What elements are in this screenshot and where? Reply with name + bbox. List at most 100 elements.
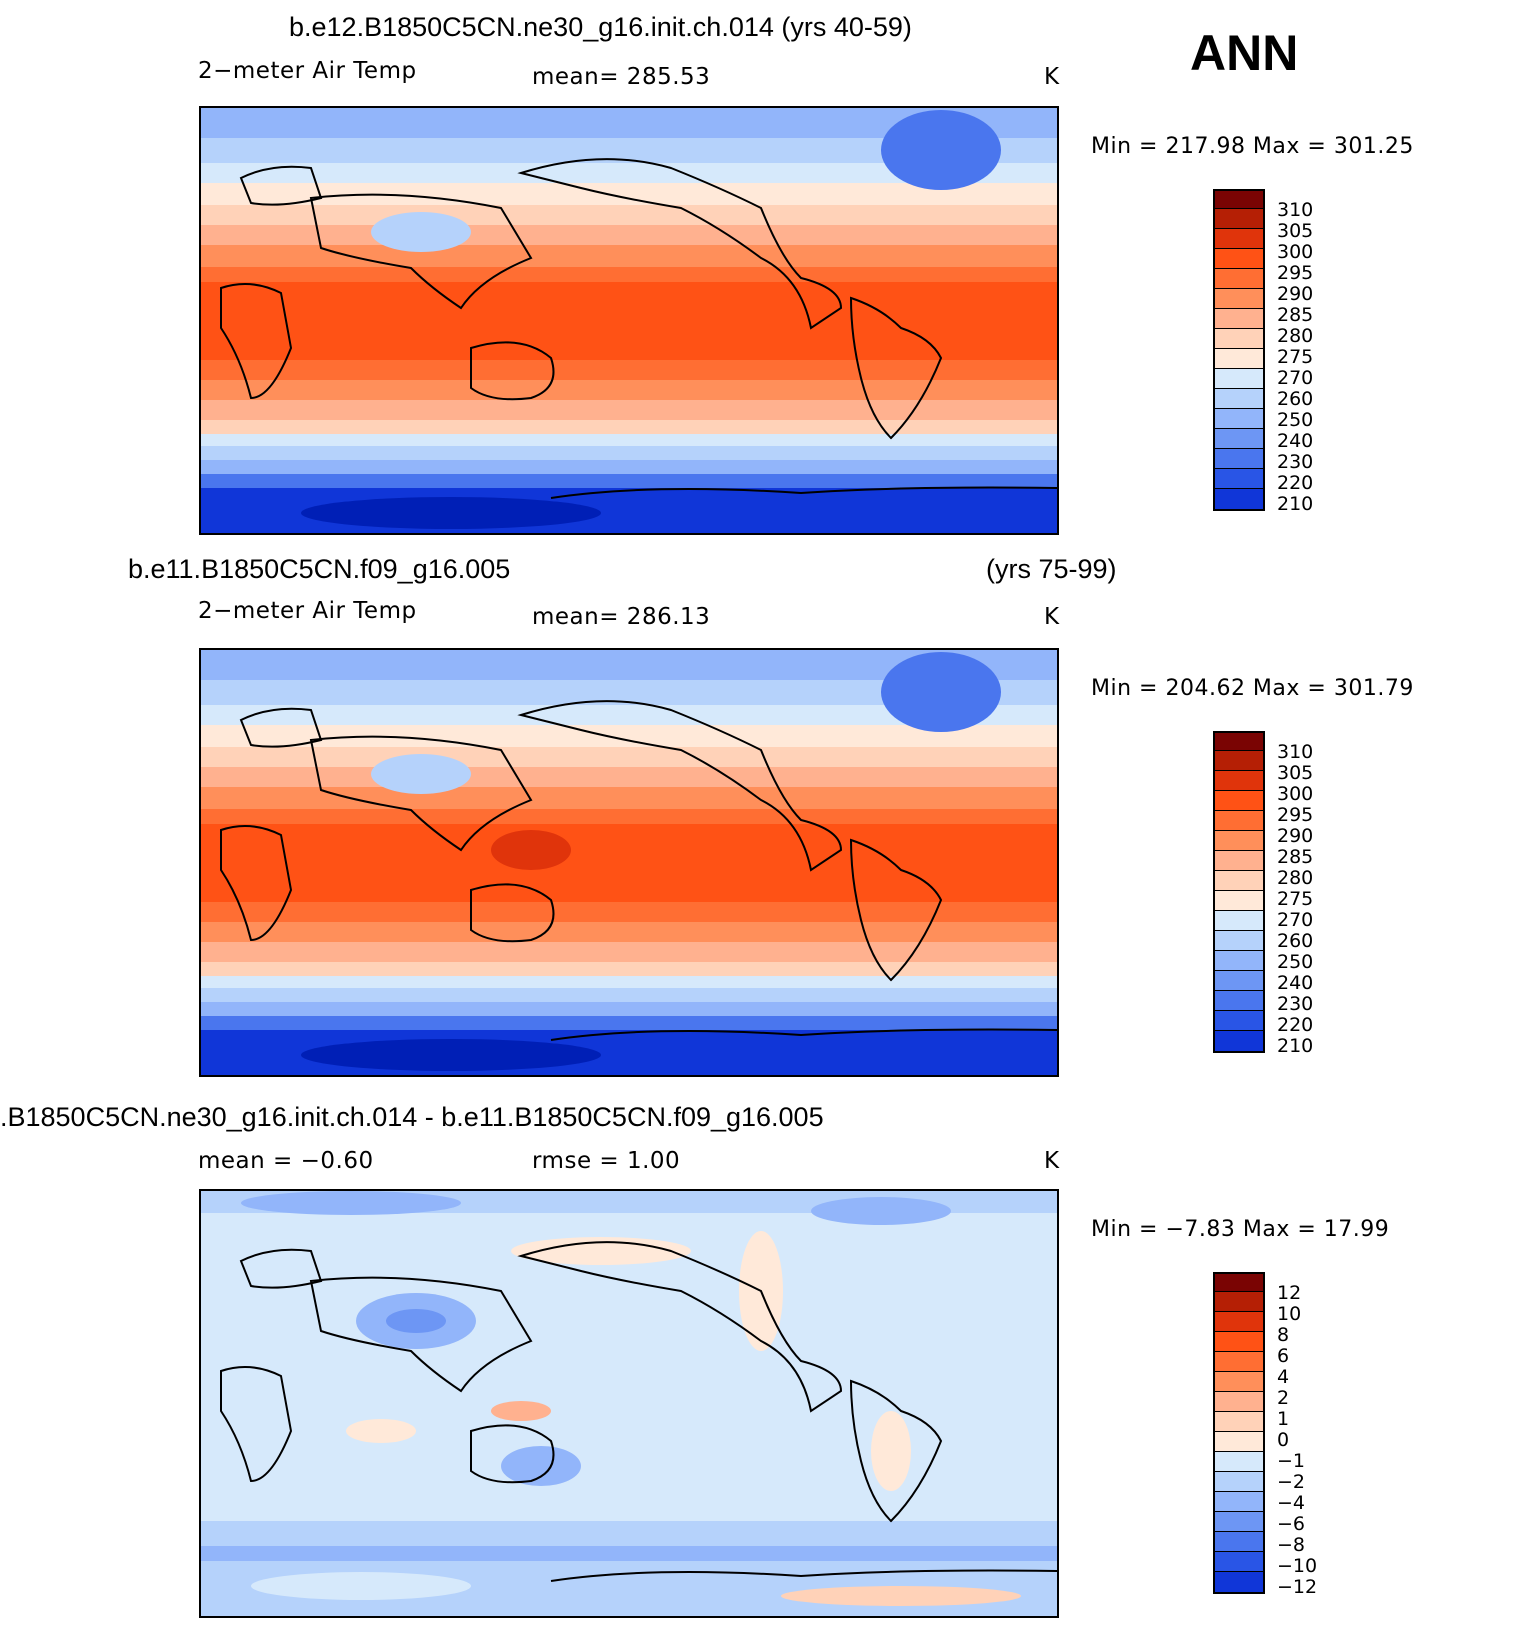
panel-3-colorbar-swatch [1215, 1472, 1263, 1492]
panel-3-colorbar-tick: 12 [1277, 1282, 1302, 1304]
panel-2-title: b.e11.B1850C5CN.f09_g16.005 [128, 554, 511, 584]
panel-1-colorbar-swatch [1215, 489, 1263, 509]
panel-1-colorbar-tick: 250 [1277, 409, 1314, 431]
panel-3-colorbar-swatch [1215, 1312, 1263, 1332]
panel-3-colorbar-tick: 10 [1277, 1303, 1302, 1325]
panel-3-colorbar-tick: −10 [1277, 1555, 1318, 1577]
panel-3-colorbar-tick: 2 [1277, 1387, 1290, 1409]
panel-3-colorbar-tick: −4 [1277, 1492, 1306, 1514]
panel-2-colorbar-swatch [1215, 733, 1263, 751]
panel-3-colorbar-swatch [1215, 1292, 1263, 1312]
panel-2-colorbar-swatch [1215, 971, 1263, 991]
panel-2-colorbar-tick: 275 [1277, 888, 1314, 910]
panel-3-colorbar-tick: 4 [1277, 1366, 1290, 1388]
panel-2-colorbar-tick: 310 [1277, 741, 1314, 763]
panel-3-colorbar-swatch [1215, 1452, 1263, 1472]
panel-2-colorbar-swatch [1215, 891, 1263, 911]
panel-1-colorbar [1213, 189, 1265, 511]
panel-3-title: .B1850C5CN.ne30_g16.init.ch.014 - b.e11.… [0, 1102, 824, 1132]
panel-1-colorbar-tick: 210 [1277, 493, 1314, 515]
panel-3-colorbar-tick: −12 [1277, 1576, 1318, 1598]
panel-1-colorbar-swatch [1215, 429, 1263, 449]
panel-2-colorbar-tick: 230 [1277, 993, 1314, 1015]
panel-1-colorbar-swatch [1215, 349, 1263, 369]
panel-2-contour-plot [201, 650, 1057, 1075]
panel-1-colorbar-swatch [1215, 389, 1263, 409]
panel-1-colorbar-tick: 275 [1277, 346, 1314, 368]
panel-2-map [199, 648, 1059, 1077]
panel-1-colorbar-tick: 270 [1277, 367, 1314, 389]
panel-2-variable-label: 2−meter Air Temp [198, 598, 417, 624]
panel-3-colorbar-swatch [1215, 1412, 1263, 1432]
panel-2-colorbar-swatch [1215, 831, 1263, 851]
panel-2-colorbar-swatch [1215, 871, 1263, 891]
panel-1-variable-label: 2−meter Air Temp [198, 58, 417, 84]
panel-2-colorbar-swatch [1215, 931, 1263, 951]
panel-1-contour-plot [201, 108, 1057, 533]
panel-2-colorbar-tick: 280 [1277, 867, 1314, 889]
panel-3-colorbar-swatch [1215, 1512, 1263, 1532]
panel-2-units: K [1044, 604, 1060, 630]
panel-3-colorbar-tick: 6 [1277, 1345, 1290, 1367]
panel-3-colorbar-tick: 8 [1277, 1324, 1290, 1346]
panel-2-colorbar-tick: 260 [1277, 930, 1314, 952]
panel-3-colorbar-swatch [1215, 1532, 1263, 1552]
panel-3-colorbar-swatch [1215, 1492, 1263, 1512]
panel-2-colorbar-tick: 220 [1277, 1014, 1314, 1036]
panel-1-colorbar-swatch [1215, 229, 1263, 249]
panel-2-mean-label: mean= 286.13 [532, 604, 711, 630]
panel-3-rmse-label: rmse = 1.00 [532, 1148, 681, 1174]
panel-2-colorbar-swatch [1215, 771, 1263, 791]
panel-1-colorbar-swatch [1215, 309, 1263, 329]
panel-1-colorbar-swatch [1215, 369, 1263, 389]
panel-2-colorbar-swatch [1215, 791, 1263, 811]
panel-2-colorbar-tick: 295 [1277, 804, 1314, 826]
panel-1-colorbar-tick: 285 [1277, 304, 1314, 326]
panel-1-colorbar-tick: 240 [1277, 430, 1314, 452]
panel-2-colorbar-tick: 270 [1277, 909, 1314, 931]
panel-1-colorbar-swatch [1215, 469, 1263, 489]
panel-3-colorbar-swatch [1215, 1332, 1263, 1352]
season-label: ANN [1190, 25, 1299, 81]
panel-2-colorbar-tick: 305 [1277, 762, 1314, 784]
panel-1-colorbar-swatch [1215, 269, 1263, 289]
panel-2-colorbar-swatch [1215, 811, 1263, 831]
panel-3-colorbar-tick: −8 [1277, 1534, 1306, 1556]
panel-2-colorbar-swatch [1215, 751, 1263, 771]
panel-3-minmax: Min = −7.83 Max = 17.99 [1091, 1217, 1390, 1242]
panel-3-colorbar-swatch [1215, 1572, 1263, 1592]
panel-1-colorbar-tick: 295 [1277, 262, 1314, 284]
panel-2-colorbar-tick: 240 [1277, 972, 1314, 994]
panel-2-colorbar-tick: 290 [1277, 825, 1314, 847]
panel-2-years: (yrs 75-99) [986, 554, 1117, 584]
panel-3-colorbar-swatch [1215, 1372, 1263, 1392]
panel-2-colorbar-tick: 210 [1277, 1035, 1314, 1057]
panel-1-title: b.e12.B1850C5CN.ne30_g16.init.ch.014 (yr… [289, 12, 912, 42]
panel-1-colorbar-swatch [1215, 289, 1263, 309]
panel-3-colorbar-tick: 0 [1277, 1429, 1290, 1451]
panel-3-colorbar-swatch [1215, 1552, 1263, 1572]
panel-1-colorbar-swatch [1215, 209, 1263, 229]
panel-1-colorbar-tick: 305 [1277, 220, 1314, 242]
panel-1-colorbar-tick: 220 [1277, 472, 1314, 494]
panel-2-colorbar [1213, 731, 1265, 1053]
panel-1-colorbar-tick: 290 [1277, 283, 1314, 305]
panel-3-colorbar-swatch [1215, 1392, 1263, 1412]
panel-2-minmax: Min = 204.62 Max = 301.79 [1091, 676, 1414, 701]
panel-1-map [199, 106, 1059, 535]
panel-1-colorbar-tick: 280 [1277, 325, 1314, 347]
panel-1-colorbar-tick: 300 [1277, 241, 1314, 263]
panel-3-units: K [1044, 1148, 1060, 1174]
panel-2-colorbar-swatch [1215, 1011, 1263, 1031]
panel-3-colorbar-swatch [1215, 1352, 1263, 1372]
panel-3-contour-plot [201, 1191, 1057, 1616]
panel-1-colorbar-swatch [1215, 249, 1263, 269]
panel-2-colorbar-tick: 250 [1277, 951, 1314, 973]
panel-3-colorbar-tick: −2 [1277, 1471, 1306, 1493]
panel-1-colorbar-tick: 260 [1277, 388, 1314, 410]
panel-2-colorbar-swatch [1215, 851, 1263, 871]
panel-2-colorbar-swatch [1215, 1031, 1263, 1051]
panel-3-colorbar-swatch [1215, 1432, 1263, 1452]
panel-2-colorbar-tick: 285 [1277, 846, 1314, 868]
panel-1-units: K [1044, 64, 1060, 90]
